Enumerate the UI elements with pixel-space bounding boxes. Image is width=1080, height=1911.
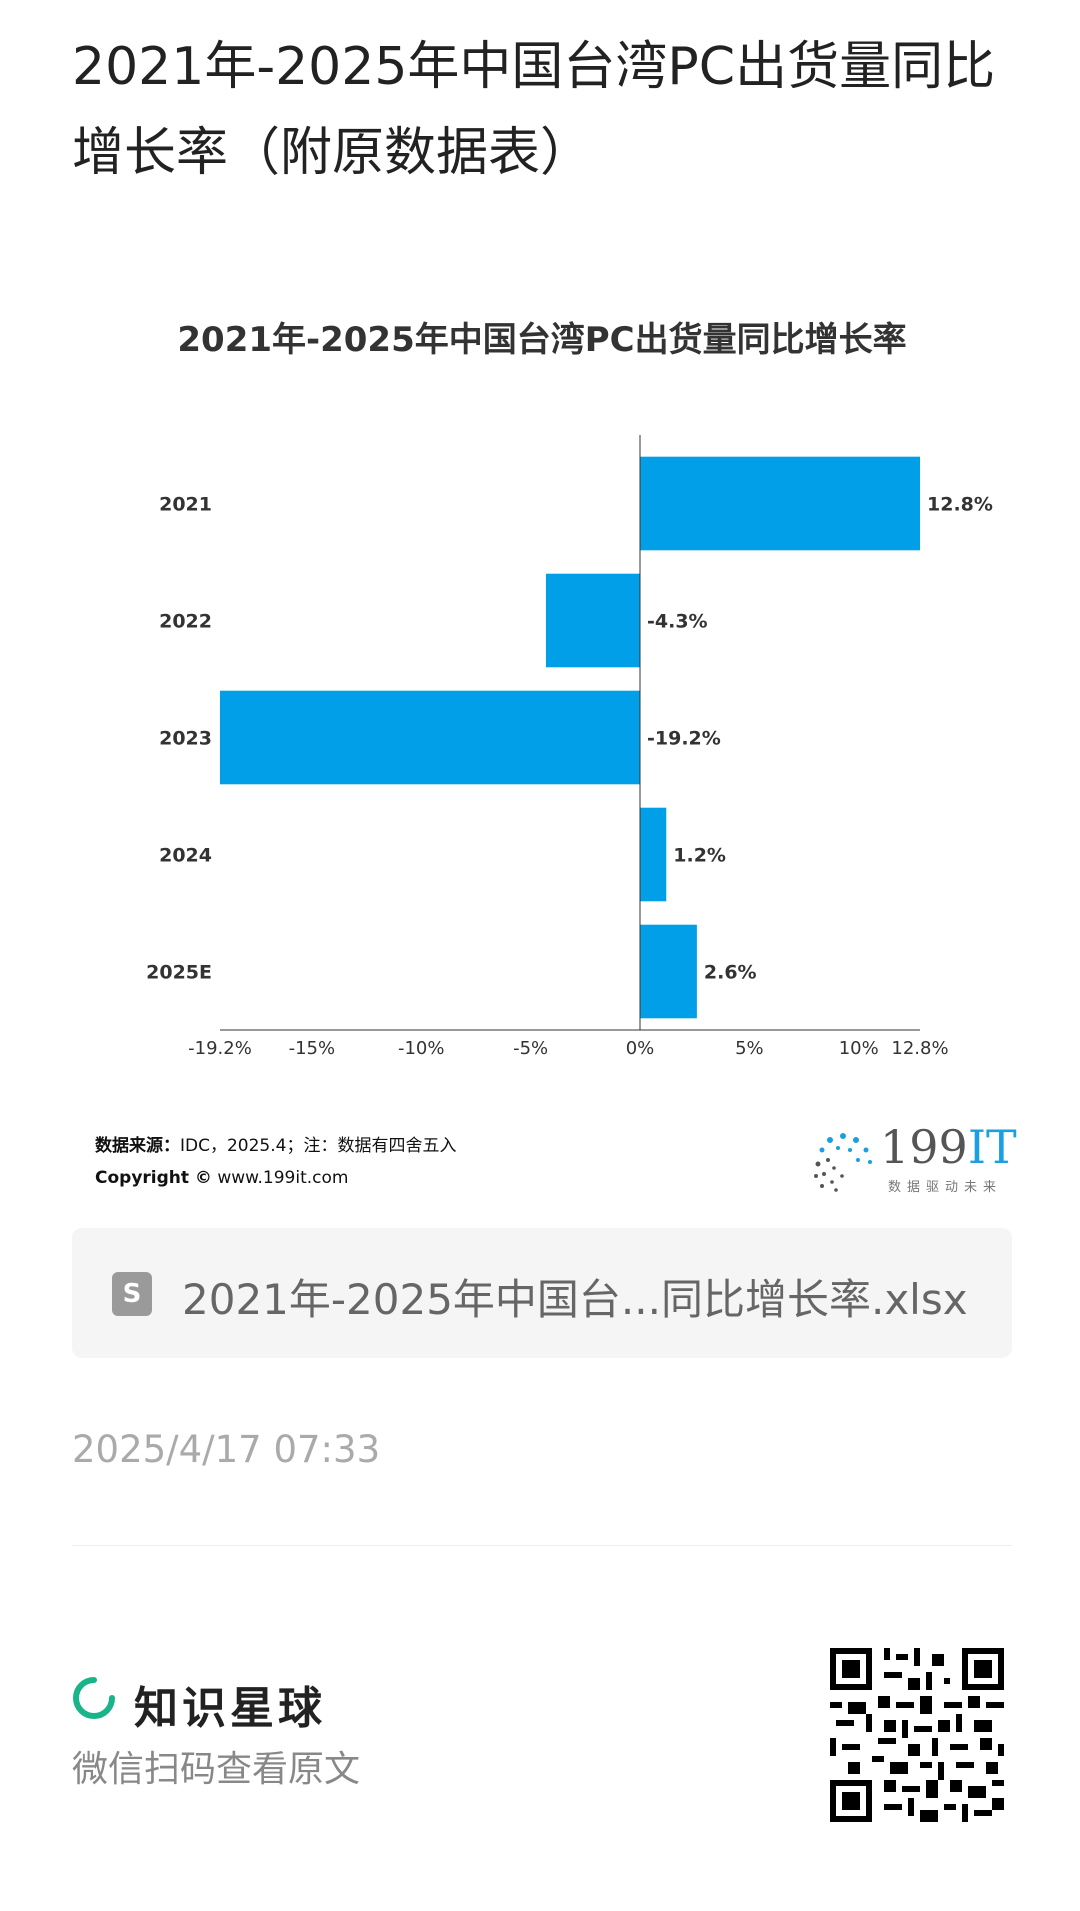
x-tick-label: 10% <box>839 1038 879 1059</box>
source-block: 数据来源：IDC，2025.4；注：数据有四舍五入 Copyright © ww… <box>95 1130 456 1194</box>
value-label: 12.8% <box>927 494 993 516</box>
value-label: -4.3% <box>647 611 708 633</box>
copyright-label: Copyright © <box>95 1168 212 1188</box>
bar-2021 <box>640 456 920 551</box>
attachment-file[interactable]: S 2021年-2025年中国台...同比增长率.xlsx <box>72 1228 1012 1358</box>
divider <box>72 1545 1012 1546</box>
bar-2022 <box>545 573 640 668</box>
bar-2025E <box>640 924 697 1019</box>
brand-logo-199it: 199IT 数据驱动未来 <box>808 1120 1017 1200</box>
bar-chart: 2021 12.8% 2022 -4.3% 2023 -19.2% 2024 1.2% 2025… <box>146 435 993 1059</box>
dots-logo-icon <box>814 1133 872 1192</box>
x-tick-label: -15% <box>289 1038 336 1059</box>
category-label: 2025E <box>146 962 212 984</box>
x-tick-label: 12.8% <box>891 1038 948 1059</box>
source-label: 数据来源： <box>95 1136 180 1156</box>
x-tick-label: 5% <box>735 1038 764 1059</box>
page-title: 2021年-2025年中国台湾PC出货量同比增长率（附原数据表） <box>72 37 996 183</box>
x-tick-label: -19.2% <box>188 1038 252 1059</box>
bar-2023 <box>220 690 640 785</box>
category-label: 2023 <box>159 728 212 750</box>
bar-2024 <box>640 807 667 902</box>
category-label: 2024 <box>159 845 212 867</box>
source-text: IDC，2025.4；注：数据有四舍五入 <box>180 1136 457 1156</box>
category-label: 2021 <box>159 494 212 516</box>
chart-card: 2021 12.8% 2022 -4.3% 2023 -19.2% 2024 1.2% 2025… <box>72 290 1012 1210</box>
category-label: 2022 <box>159 611 212 633</box>
file-name: 2021年-2025年中国台...同比增长率.xlsx <box>182 1275 968 1324</box>
app-name: 知识星球 <box>134 1683 326 1734</box>
brand-name: 199IT <box>880 1120 1017 1174</box>
x-tick-label: 0% <box>626 1038 655 1059</box>
copyright-url: www.199it.com <box>217 1168 349 1188</box>
x-tick-label: -10% <box>398 1038 445 1059</box>
zsxq-ring-icon <box>73 1677 115 1719</box>
value-label: 1.2% <box>673 845 726 867</box>
scan-hint: 微信扫码查看原文 <box>72 1749 361 1790</box>
x-tick-label: -5% <box>513 1038 548 1059</box>
value-label: 2.6% <box>704 962 757 984</box>
brand-slogan: 数据驱动未来 <box>888 1180 1003 1195</box>
spreadsheet-file-icon: S <box>112 1272 152 1316</box>
qr-code[interactable] <box>830 1648 1004 1822</box>
value-label: -19.2% <box>647 728 721 750</box>
timestamp: 2025/4/17 07:33 <box>72 1428 381 1471</box>
chart-title: 2021年-2025年中国台湾PC出货量同比增长率 <box>177 320 907 360</box>
